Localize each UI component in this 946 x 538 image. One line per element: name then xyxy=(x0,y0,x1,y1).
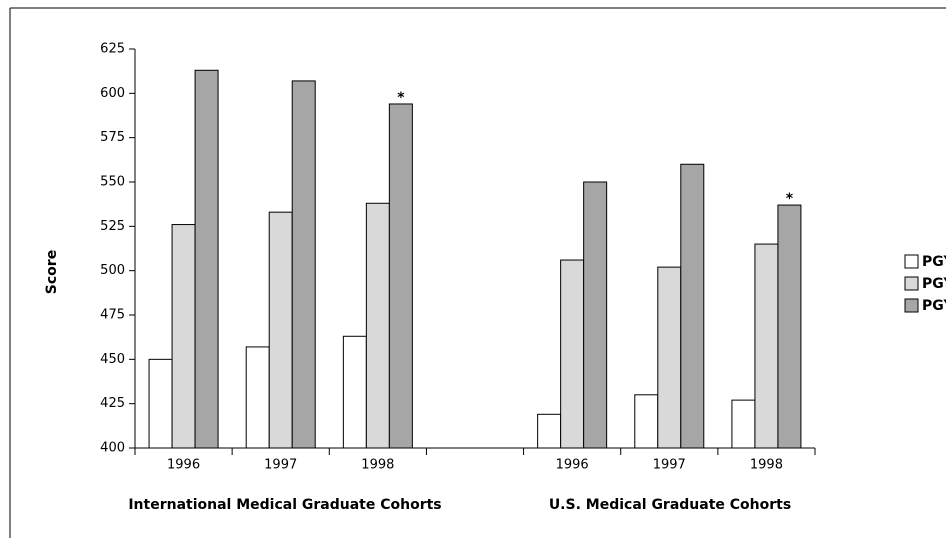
x-tick-label: 1998 xyxy=(361,458,394,473)
bar xyxy=(342,335,367,449)
bar xyxy=(268,211,293,449)
bar xyxy=(583,181,608,449)
legend-swatch xyxy=(904,254,919,269)
y-tick-label: 425 xyxy=(100,396,125,411)
bar xyxy=(657,266,682,449)
legend-label: PGY1 xyxy=(922,254,946,270)
bar xyxy=(245,346,270,449)
bar xyxy=(365,202,390,449)
legend-swatch xyxy=(904,298,919,313)
x-tick-label: 1996 xyxy=(556,458,589,473)
annotation: * xyxy=(397,90,405,106)
bar xyxy=(194,69,219,449)
y-tick-label: 450 xyxy=(100,352,125,367)
bar xyxy=(680,163,705,449)
x-tick-label: 1997 xyxy=(264,458,297,473)
bar xyxy=(634,394,659,449)
bar xyxy=(171,224,196,449)
y-tick-label: 600 xyxy=(100,86,125,101)
group-label: U.S. Medical Graduate Cohorts xyxy=(549,497,791,513)
x-tick-label: 1996 xyxy=(167,458,200,473)
legend-label: PGY3 xyxy=(922,298,946,314)
y-tick-label: 575 xyxy=(100,130,125,145)
bar xyxy=(537,413,562,449)
legend-label: PGY2 xyxy=(922,276,946,292)
bar xyxy=(777,204,802,449)
y-tick-label: 500 xyxy=(100,263,125,278)
bar xyxy=(754,243,779,449)
bar xyxy=(291,80,316,449)
legend-swatch xyxy=(904,276,919,291)
y-tick-label: 550 xyxy=(100,175,125,190)
x-tick-label: 1997 xyxy=(653,458,686,473)
y-axis-label: Score xyxy=(44,250,60,294)
y-tick-label: 475 xyxy=(100,308,125,323)
y-tick-label: 400 xyxy=(100,441,125,456)
bar xyxy=(731,399,756,449)
group-label: International Medical Graduate Cohorts xyxy=(128,497,441,513)
y-tick-label: 625 xyxy=(100,42,125,57)
bar xyxy=(560,259,585,449)
annotation: * xyxy=(786,191,794,207)
bar xyxy=(388,103,413,449)
x-tick-label: 1998 xyxy=(750,458,783,473)
bar xyxy=(148,358,173,449)
y-tick-label: 525 xyxy=(100,219,125,234)
